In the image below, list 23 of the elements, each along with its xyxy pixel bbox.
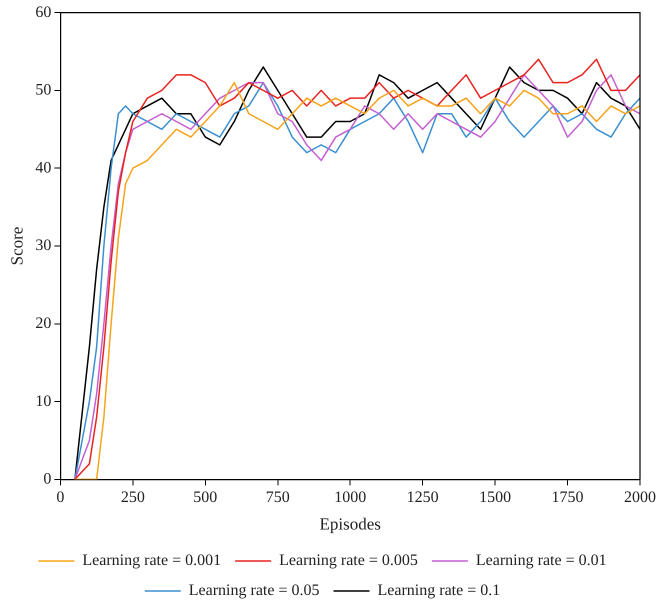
x-tick-label: 1250 xyxy=(406,489,439,506)
x-tick-label: 2000 xyxy=(624,489,656,506)
x-tick-label: 1750 xyxy=(552,489,584,506)
legend-label: Learning rate = 0.01 xyxy=(476,552,607,570)
y-tick-label: 60 xyxy=(35,4,52,21)
legend-label: Learning rate = 0.05 xyxy=(188,582,320,600)
x-tick-label: 250 xyxy=(120,489,145,506)
y-tick-label: 20 xyxy=(35,315,52,332)
legend-label: Learning rate = 0.005 xyxy=(279,552,418,570)
legend-label: Learning rate = 0.001 xyxy=(82,552,222,570)
y-tick-label: 30 xyxy=(35,237,52,254)
y-tick-label: 0 xyxy=(43,470,52,488)
x-tick-label: 1500 xyxy=(479,489,512,506)
x-tick-label: 0 xyxy=(56,489,64,506)
y-tick-label: 40 xyxy=(35,159,52,176)
y-tick-label: 50 xyxy=(35,82,52,99)
x-tick-label: 500 xyxy=(193,489,218,506)
x-tick-label: 750 xyxy=(266,489,290,506)
x-tick-label: 1000 xyxy=(334,489,366,506)
y-tick-label: 10 xyxy=(35,392,52,410)
legend-label: Learning rate = 0.1 xyxy=(378,582,500,600)
y-axis-title: Score xyxy=(8,226,27,266)
x-axis-title: Episodes xyxy=(320,514,381,534)
